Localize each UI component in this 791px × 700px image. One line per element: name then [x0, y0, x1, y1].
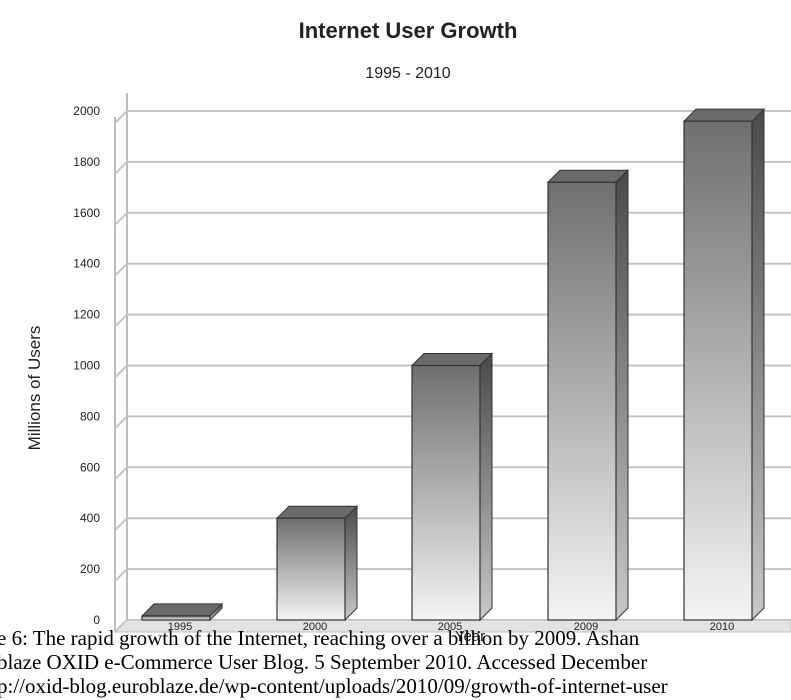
gridline-depth — [114, 262, 128, 277]
x-tick-label: 2009 — [574, 621, 598, 633]
bar-front — [683, 120, 753, 621]
bar-side — [615, 169, 629, 622]
y-tick-label: 400 — [80, 511, 100, 525]
y-axis-ticks: 0 200 400 600 800 1000 1200 1400 1600 1800 2000 — [73, 104, 100, 627]
x-axis-categories: 1995 2000 2005 2009 2010 — [168, 621, 734, 633]
x-tick-label: 1995 — [168, 621, 192, 633]
gridline-depth — [114, 415, 128, 430]
bars — [140, 107, 766, 622]
y-tick-label: 1200 — [73, 308, 100, 322]
y-tick-label: 0 — [93, 613, 100, 627]
bar-top — [682, 108, 766, 122]
chart-title: Internet User Growth — [299, 18, 518, 43]
chart-subtitle: 1995 - 2010 — [365, 65, 451, 82]
bar-side — [344, 504, 358, 622]
bar-front — [141, 615, 211, 621]
gridline-depth — [114, 568, 128, 582]
y-tick-label: 600 — [80, 460, 100, 474]
x-axis-label: Year — [455, 628, 485, 645]
gridline-depth — [114, 110, 128, 124]
caption-line-3: p://oxid-blog.euroblaze.de/wp-content/up… — [0, 674, 668, 698]
bar — [546, 169, 630, 622]
caption-line-1: e 6: The rapid growth of the Internet, r… — [0, 626, 640, 650]
gridline-depth — [114, 212, 128, 226]
bar-top — [546, 169, 630, 183]
y-tick-label: 200 — [80, 562, 100, 576]
gridline-depth — [114, 161, 128, 175]
bar-top — [140, 603, 224, 617]
y-tick-label: 1000 — [73, 359, 100, 373]
gridline-depth — [114, 313, 128, 328]
gridline-depth — [114, 466, 128, 481]
bar-front — [547, 181, 617, 621]
x-tick-label: 2010 — [710, 621, 734, 633]
gridline-depth — [114, 364, 128, 379]
bar — [140, 602, 224, 622]
bar-side — [479, 352, 493, 622]
bar-front — [276, 517, 346, 621]
bar-front — [411, 364, 481, 621]
x-tick-label: 2005 — [438, 621, 462, 633]
bar — [410, 352, 494, 622]
bar-side — [751, 107, 765, 622]
bar — [682, 107, 766, 622]
y-tick-label: 1800 — [73, 155, 100, 169]
y-tick-label: 800 — [80, 409, 100, 423]
bar-top — [410, 353, 494, 366]
x-tick-label: 2000 — [303, 621, 327, 633]
y-tick-label: 2000 — [73, 104, 100, 118]
y-tick-label: 1600 — [73, 206, 100, 220]
chart-floor — [113, 619, 791, 633]
y-axis-label: Millions of Users — [25, 326, 44, 451]
figure-caption: e 6: The rapid growth of the Internet, r… — [0, 624, 791, 700]
bar — [275, 504, 359, 622]
y-tick-label: 1400 — [73, 257, 100, 271]
caption-line-2: blaze OXID e-Commerce User Blog. 5 Septe… — [0, 650, 648, 674]
gridline-depth — [114, 517, 128, 531]
bar-top — [275, 505, 359, 519]
